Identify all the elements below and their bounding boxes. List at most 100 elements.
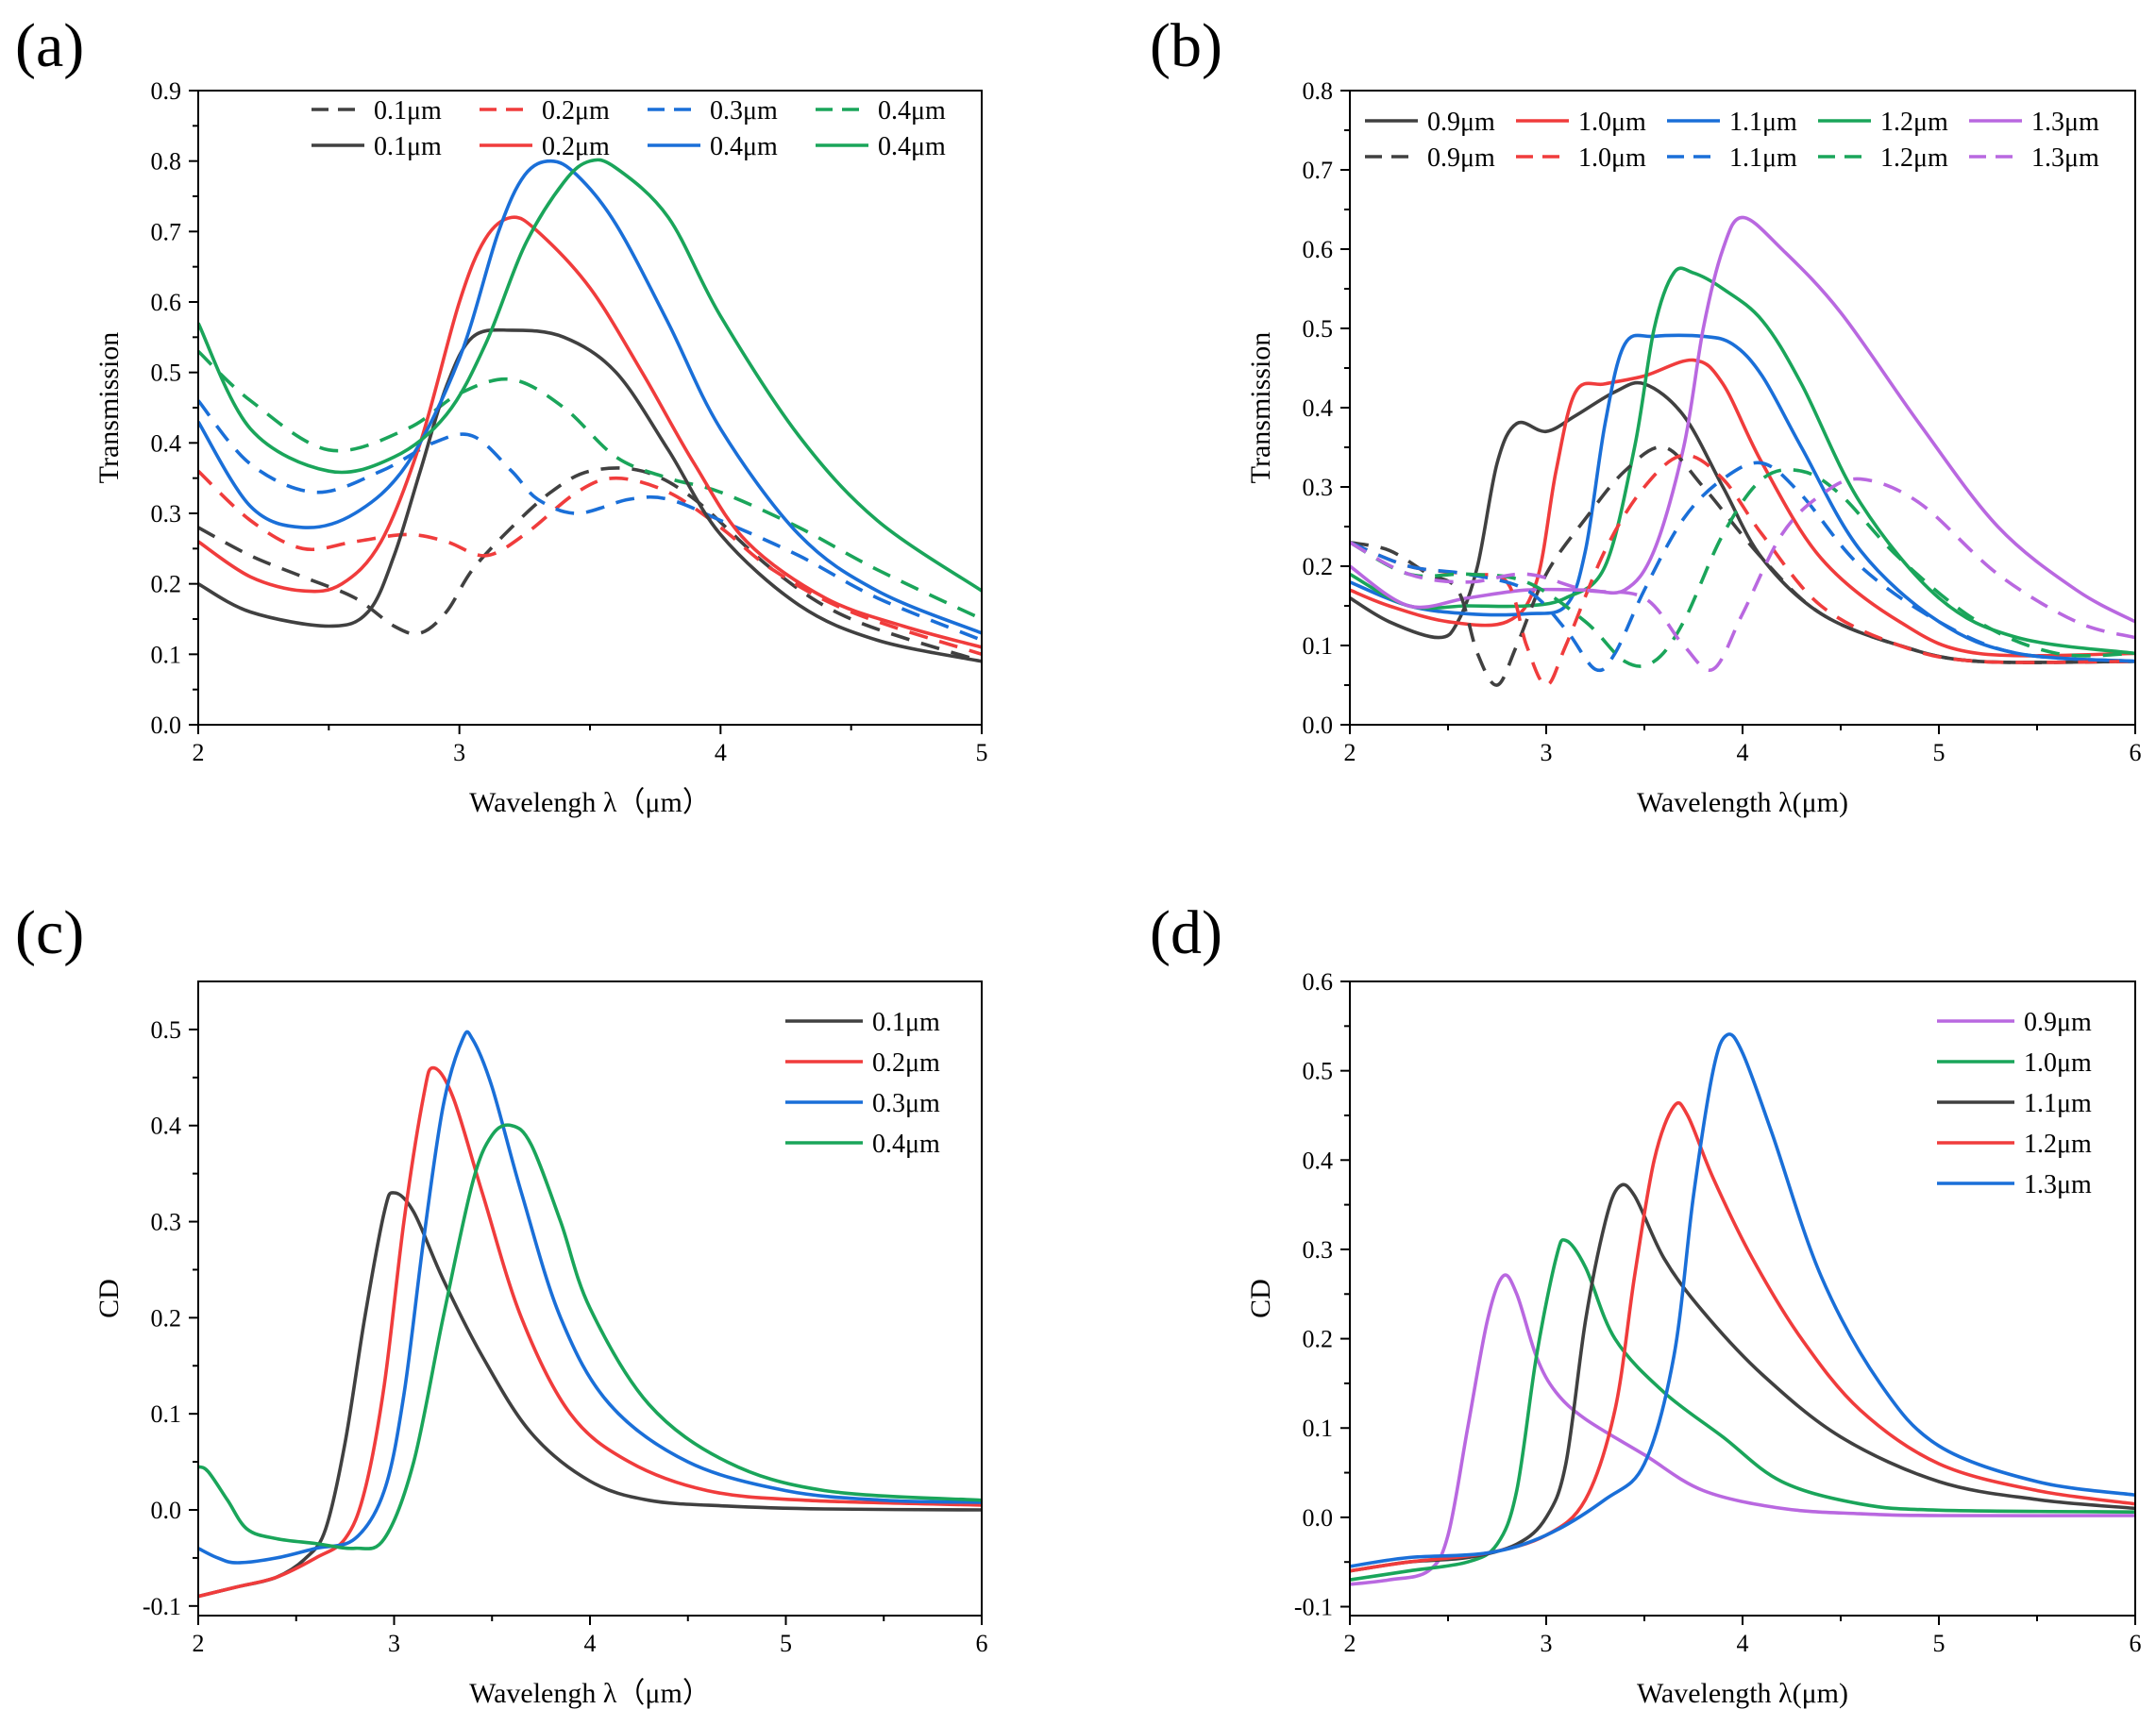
y-tick-label: 0.6 [1303,968,1334,996]
x-tick-label: 5 [1933,739,1945,766]
series-line-2 [198,1030,982,1565]
y-tick-label: -0.1 [1294,1594,1333,1621]
x-tick-label: 3 [1541,1630,1553,1657]
chart-panel-c: (c) 2 3 4 5 6 -0.1 0.0 0.1 0.2 0.3 0.4 0.5 Wavelengh … [15,898,988,1709]
x-tick-label: 4 [584,1630,597,1657]
legend-label: 0.2μm [542,96,610,126]
y-tick-label: 0.0 [1303,1504,1334,1532]
legend-label: 0.4μm [872,1130,940,1159]
panel-label: (d) [1150,898,1222,967]
legend-label: 1.1μm [1729,108,1797,137]
plot-frame [1349,980,2136,1617]
legend-label: 1.3μm [2024,1170,2092,1199]
y-tick-label: 0.2 [151,571,182,598]
series-line-4 [1350,1032,2135,1568]
y-tick-label: 0.3 [1303,1236,1334,1264]
chart-panel-b: (b) 2 3 4 5 6 0.0 0.1 0.2 0.3 0.4 0.5 0.6 0.7 0.8 Wavel… [1150,11,2142,818]
y-tick-label: 0.1 [1303,1415,1334,1442]
x-tick-label: 4 [715,739,727,766]
y-tick-label: 0.4 [1303,1147,1334,1174]
y-tick-label: 0.5 [151,360,182,387]
series-line-2 [198,399,982,643]
y-tick-label: 0.3 [1303,474,1334,501]
x-axis-title: Wavelength λ(μm) [1637,1678,1848,1709]
series-line-5 [198,215,982,649]
x-tick-label: 2 [1344,739,1356,766]
series-line-9 [1350,477,2135,672]
x-tick-label: 5 [1933,1630,1945,1657]
x-tick-label: 3 [388,1630,400,1657]
y-axis-title: Transmission [1245,332,1276,484]
series-line-1 [198,1065,982,1599]
legend-label: 0.2μm [872,1048,940,1078]
plot-frame [1349,90,2136,726]
y-tick-label: 0.4 [1303,394,1334,422]
y-tick-label: 0.5 [1303,1058,1334,1085]
x-tick-label: 4 [1737,1630,1749,1657]
legend: 0.1μm 0.2μm 0.3μm 0.4μm 0.1μm 0.2μm 0.4μm 0.4μm [312,96,946,161]
y-tick-label: 0.2 [1303,1326,1334,1353]
y-tick-label: 0.0 [1303,712,1334,739]
y-tick-label: 0.9 [151,77,182,105]
y-tick-label: 0.1 [151,1400,182,1428]
legend-label: 0.9μm [1427,143,1495,173]
legend-label: 1.0μm [2024,1048,2092,1078]
x-tick-label: 3 [453,739,465,766]
legend-label: 1.3μm [2031,108,2099,137]
legend-label: 1.1μm [2024,1089,2092,1118]
y-tick-label: 0.3 [151,1209,182,1236]
legend-label: 1.0μm [1578,143,1646,173]
x-tick-label: 6 [976,1630,988,1657]
y-axis-title: CD [1245,1279,1276,1318]
chart-panel-a: (a) 2 3 4 5 0.0 0.1 0.2 0.3 0.4 0.5 0.6 0.7 0.8 0.9 Wav… [15,11,988,818]
x-tick-label: 6 [2130,1630,2142,1657]
legend-label: 0.3μm [710,96,778,126]
legend: 0.1μm 0.2μm 0.3μm 0.4μm [785,1008,940,1159]
y-tick-label: 0.4 [151,1113,182,1140]
series-line-4 [1350,215,2135,624]
panel-label: (a) [15,11,84,80]
plot-frame [197,980,983,1617]
series-line-0 [198,1191,982,1599]
legend-label: 0.4μm [710,132,778,161]
series-line-3 [198,349,982,621]
series-line-1 [198,469,982,657]
y-axis-title: CD [93,1279,125,1318]
series-line-2 [1350,333,2135,663]
series-line-3 [198,1123,982,1550]
legend-label: 1.1μm [1729,143,1797,173]
series-line-2 [1350,1182,2135,1573]
series-group [198,158,982,663]
series-line-4 [198,327,982,663]
y-tick-label: 0.6 [151,289,182,316]
legend-label: 1.2μm [1880,108,1948,137]
y-tick-label: 0.0 [151,1497,182,1524]
x-axis-title: Wavelengh λ（μm） [469,787,711,818]
y-tick-label: 0.8 [1303,77,1334,105]
plot-frame [197,90,983,726]
legend-label: 1.3μm [2031,143,2099,173]
x-tick-label: 3 [1541,739,1553,766]
panel-label: (b) [1150,11,1222,80]
y-tick-label: 0.1 [1303,632,1334,660]
legend-label: 0.4μm [878,96,946,126]
y-tick-label: 0.1 [151,641,182,668]
series-line-0 [1350,1273,2135,1586]
series-line-6 [1350,453,2135,687]
y-tick-label: 0.2 [151,1304,182,1332]
legend: 0.9μm 1.0μm 1.1μm 1.2μm 1.3μm 0.9μm 1.0μm 1.1μm… [1365,108,2099,173]
y-tick-label: 0.3 [151,500,182,528]
x-tick-label: 2 [1344,1630,1356,1657]
x-tick-label: 2 [193,739,205,766]
x-axis-title: Wavelength λ(μm) [1637,787,1848,818]
legend-label: 0.1μm [872,1008,940,1037]
series-group [198,1030,982,1599]
y-tick-label: 0.6 [1303,236,1334,263]
series-group [1350,215,2135,687]
y-tick-label: 0.0 [151,712,182,739]
series-line-6 [198,159,982,635]
legend-label: 0.3μm [872,1089,940,1118]
legend-label: 0.9μm [1427,108,1495,137]
series-group [1350,1032,2135,1586]
